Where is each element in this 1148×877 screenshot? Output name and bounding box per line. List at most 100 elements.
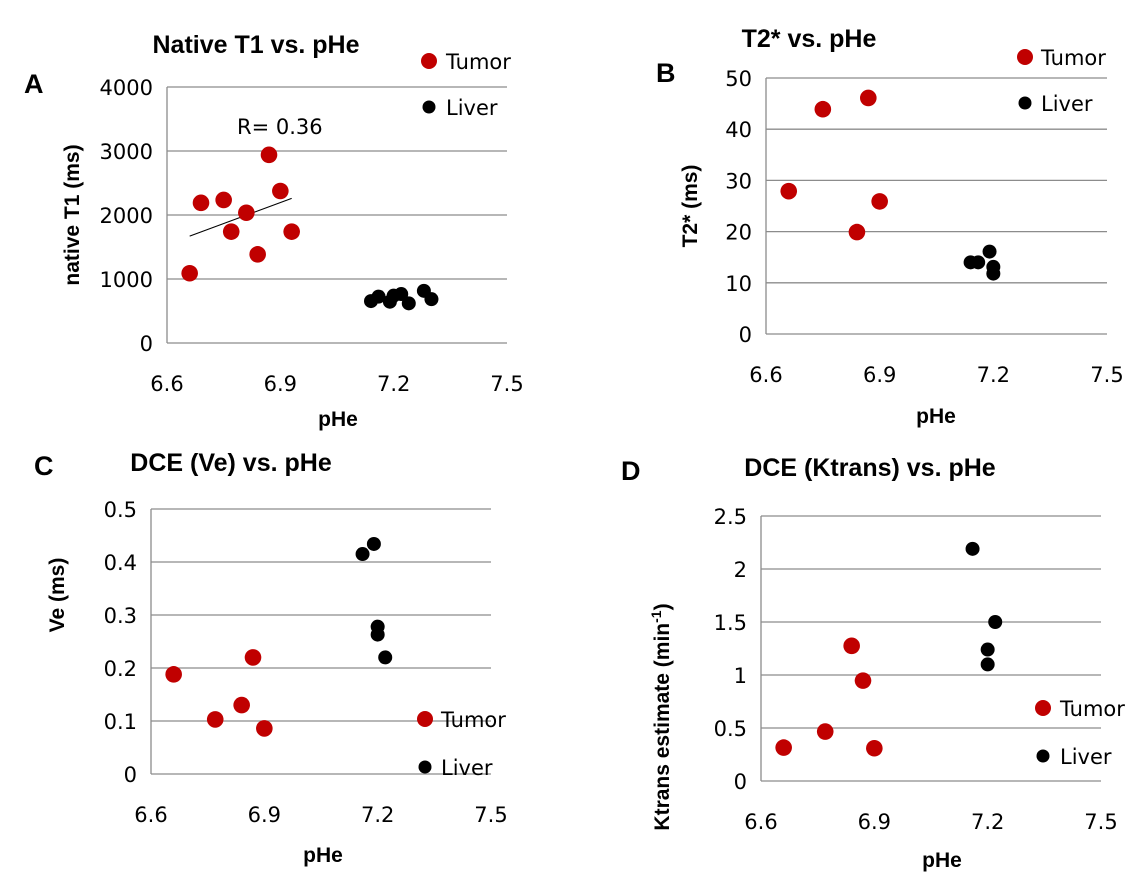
data-point-liver [401, 296, 416, 311]
legend-tumor-marker [417, 711, 433, 727]
panel-c-title: DCE (Ve) vs. pHe [130, 449, 332, 477]
panel-a-marks [181, 146, 439, 311]
panel-a-ylabel: native T1 (ms) [61, 144, 84, 285]
panel-c-ylabel: Ve (ms) [46, 558, 69, 633]
data-point-tumor [848, 223, 866, 241]
panel-b-marks [780, 89, 1001, 281]
legend-tumor-marker [421, 53, 437, 69]
panel-letter-b: B [656, 58, 676, 88]
y-tick-label: 4000 [100, 76, 153, 100]
x-tick-label: 6.9 [248, 803, 281, 827]
data-point-liver [424, 292, 439, 307]
data-point-tumor [165, 666, 182, 683]
y-tick-label: 1 [734, 664, 747, 688]
data-point-tumor [215, 191, 232, 209]
data-point-tumor [283, 223, 300, 240]
panel-b-grid [765, 77, 1107, 335]
x-tick-label: 7.2 [377, 372, 410, 396]
panel-d-grid [760, 515, 1101, 782]
panel-b-ticks: 0 10 20 30 40 50 6.6 6.9 7.2 7.5 [725, 67, 1123, 387]
y-tick-label: 0.4 [104, 551, 137, 575]
panel-c-ticks: 0 0.1 0.2 0.3 0.4 0.5 6.6 6.9 7.2 7.5 [104, 498, 508, 827]
x-tick-label: 6.6 [744, 810, 777, 834]
data-point-tumor [249, 246, 266, 263]
panel-c-marks [165, 536, 393, 737]
legend-liver-label: Liver [441, 756, 493, 780]
legend-liver-label: Liver [1041, 92, 1093, 116]
data-point-tumor [866, 739, 883, 757]
data-point-tumor [871, 193, 888, 210]
x-tick-label: 6.6 [134, 803, 167, 827]
panel-a-title: Native T1 vs. pHe [152, 31, 359, 59]
y-tick-label: 1.5 [714, 611, 747, 635]
panel-b-ylabel: T2* (ms) [679, 165, 702, 248]
y-tick-label: 2.5 [714, 505, 747, 529]
panel-letter-a: A [24, 69, 44, 99]
y-tick-label: 0 [734, 770, 747, 794]
data-point-tumor [814, 100, 832, 118]
panel-a-legend: Tumor Liver [421, 50, 511, 120]
panel-d-title: DCE (Ktrans) vs. pHe [744, 454, 996, 482]
y-tick-label: 10 [725, 272, 752, 296]
y-tick-label: 0.3 [104, 604, 137, 628]
y-tick-label: 0.5 [714, 717, 747, 741]
y-tick-label: 2 [734, 558, 747, 582]
data-point-tumor [181, 264, 198, 282]
panel-d-ylabel: Ktrans estimate (min-1) [648, 603, 674, 830]
x-tick-label: 7.5 [1084, 810, 1117, 834]
panel-letter-d: D [621, 456, 641, 486]
data-point-tumor [854, 672, 872, 689]
legend-liver-marker [1018, 96, 1032, 110]
legend-liver-marker [1036, 749, 1050, 763]
data-point-liver [986, 266, 1001, 281]
data-point-tumor [775, 739, 792, 756]
data-point-tumor [192, 194, 210, 212]
panel-c-xlabel: pHe [303, 844, 343, 867]
y-tick-label: 40 [725, 118, 752, 142]
y-tick-label: 0.1 [104, 710, 137, 734]
panel-a-native-t1: A Native T1 vs. pHe native T1 (ms) pHe R… [24, 31, 524, 431]
y-tick-label: 0.2 [104, 657, 137, 681]
data-point-liver [394, 287, 409, 302]
data-point-liver [982, 244, 997, 259]
x-tick-label: 6.9 [264, 372, 297, 396]
data-point-tumor [816, 723, 834, 740]
y-tick-label: 0 [739, 323, 752, 347]
legend-tumor-label: Tumor [1040, 46, 1106, 70]
x-tick-label: 6.6 [749, 363, 782, 387]
x-tick-label: 7.2 [977, 363, 1010, 387]
legend-tumor-label: Tumor [440, 708, 506, 732]
x-tick-label: 7.5 [490, 372, 523, 396]
data-point-tumor [272, 182, 289, 200]
x-tick-label: 7.2 [361, 803, 394, 827]
y-tick-label: 2000 [100, 204, 153, 228]
data-point-tumor [238, 204, 255, 222]
x-tick-label: 6.9 [863, 363, 896, 387]
panel-d-ylabel-suffix: ) [651, 603, 674, 610]
panel-a-r-annotation: R= 0.36 [237, 115, 323, 139]
legend-liver-label: Liver [446, 96, 498, 120]
panel-b-xlabel: pHe [916, 405, 956, 428]
y-tick-label: 30 [725, 169, 752, 193]
data-point-tumor [222, 223, 240, 240]
y-tick-label: 1000 [100, 268, 153, 292]
panel-d-legend: Tumor Liver [1035, 697, 1125, 769]
panel-d-ktrans: D DCE (Ktrans) vs. pHe Ktrans estimate (… [621, 454, 1125, 872]
data-point-tumor [244, 649, 262, 666]
legend-liver-marker [422, 100, 436, 114]
panel-c-grid [150, 508, 491, 775]
data-point-liver [366, 536, 381, 551]
data-point-tumor [860, 89, 877, 107]
x-tick-label: 6.6 [150, 372, 183, 396]
legend-tumor-label: Tumor [445, 50, 511, 74]
panel-b-title: T2* vs. pHe [742, 25, 877, 53]
x-tick-label: 7.5 [1090, 363, 1123, 387]
panel-d-ylabel-main: Ktrans estimate (min [651, 623, 674, 831]
y-tick-label: 0.5 [104, 498, 137, 522]
y-tick-label: 20 [725, 221, 752, 245]
data-point-liver [370, 627, 385, 642]
x-tick-label: 6.9 [858, 810, 891, 834]
legend-liver-marker [418, 760, 432, 774]
data-point-tumor [206, 711, 224, 728]
data-point-liver [378, 650, 393, 665]
